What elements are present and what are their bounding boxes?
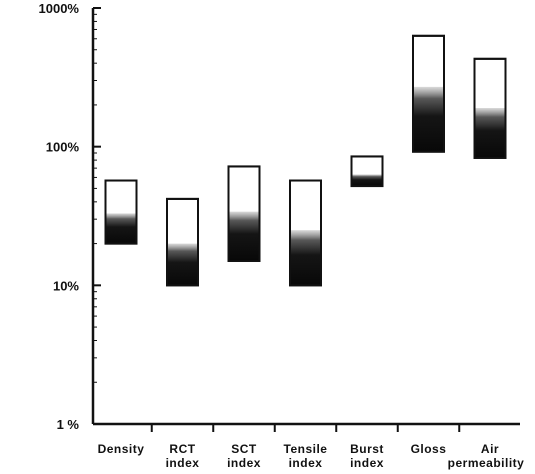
bar-sct (227, 165, 261, 262)
range-fill (352, 174, 382, 187)
x-tick-label-line2: index (289, 456, 323, 470)
bar-tensile (289, 179, 322, 287)
x-tick-label: RCT (169, 442, 195, 456)
axes (91, 7, 520, 432)
range-outline (473, 57, 507, 159)
axis-labels: 1 %10%100%1000%Density RCTindexSCTindexTe… (39, 1, 525, 470)
y-tick-label: 1000% (39, 1, 80, 16)
bar-rct (166, 197, 199, 287)
bar-density (104, 179, 138, 245)
range-outline (350, 155, 384, 188)
bar-air (473, 57, 507, 159)
range-fill (106, 213, 136, 244)
bar-gloss (412, 34, 445, 153)
range-fill (414, 86, 443, 152)
x-tick-label-line2: permeability (448, 456, 525, 470)
x-tick-label: Gloss (411, 442, 447, 456)
range-fill (291, 230, 320, 286)
range-outline (412, 34, 445, 153)
x-tick-label-line2: index (350, 456, 384, 470)
x-tick-label-line2: index (227, 456, 261, 470)
x-tick-label: Tensile (284, 442, 328, 456)
range-outline (166, 197, 199, 287)
range-outline (227, 165, 261, 262)
bar-burst (350, 155, 384, 188)
range-outline (104, 179, 138, 245)
x-tick-label: Density (98, 442, 145, 456)
y-tick-label: 10% (53, 278, 79, 293)
range-fill (229, 211, 259, 261)
y-tick-label: 100% (46, 140, 80, 155)
x-tick-label: SCT (231, 442, 257, 456)
range-fill (475, 108, 505, 158)
x-tick-label: Burst (350, 442, 384, 456)
x-tick-label: Air (481, 442, 499, 456)
range-outline (289, 179, 322, 287)
x-tick-label-line2: index (166, 456, 200, 470)
range-fill (168, 243, 197, 286)
y-tick-label: 1 % (57, 417, 80, 432)
plot-area (104, 34, 507, 287)
